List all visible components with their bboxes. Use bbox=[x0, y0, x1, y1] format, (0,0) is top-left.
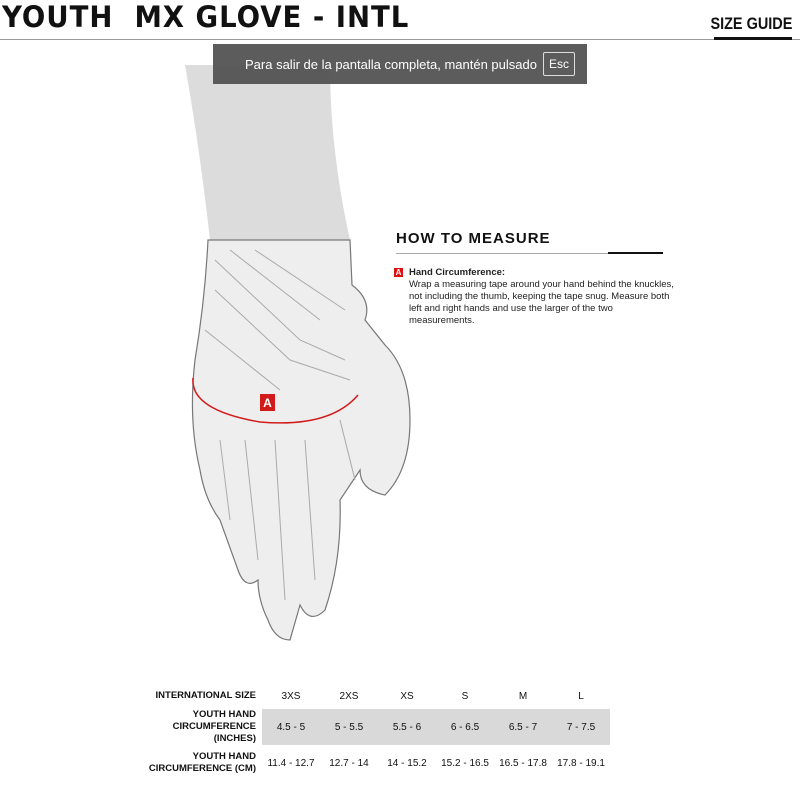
heading-divider bbox=[396, 253, 663, 254]
marker-a-label: A bbox=[263, 396, 272, 410]
cell: 11.4 - 12.7 bbox=[267, 757, 315, 769]
measure-badge: A bbox=[394, 268, 403, 277]
row-label: YOUTH HAND CIRCUMFERENCE (CM) bbox=[148, 751, 256, 774]
marker-a-box bbox=[260, 394, 275, 411]
glove-stripes bbox=[204, 249, 356, 601]
cell: 7 - 7.5 bbox=[552, 709, 610, 745]
measure-tape bbox=[192, 377, 359, 424]
size-guide-tab[interactable]: SIZE GUIDE bbox=[710, 14, 792, 33]
header-divider bbox=[0, 39, 800, 40]
arm bbox=[185, 65, 350, 240]
table-row: INTERNATIONAL SIZE 3XS 2XS XS S M L bbox=[130, 683, 610, 709]
cell: M bbox=[518, 690, 528, 702]
page-title: YOUTH MX GLOVE - INTL bbox=[2, 0, 410, 34]
how-to-measure-heading: HOW TO MEASURE bbox=[396, 230, 551, 247]
toast-text: Para salir de la pantalla completa, mant… bbox=[245, 56, 537, 72]
glove bbox=[191, 239, 411, 641]
esc-key: Esc bbox=[542, 52, 575, 76]
table-row: YOUTH HAND CIRCUMFERENCE (CM) 11.4 - 12.… bbox=[130, 745, 610, 781]
size-table: INTERNATIONAL SIZE 3XS 2XS XS S M L YOUT… bbox=[130, 683, 610, 781]
cell: 6 - 6.5 bbox=[436, 709, 494, 745]
row-label: INTERNATIONAL SIZE bbox=[155, 690, 256, 701]
cell: 6.5 - 7 bbox=[494, 709, 552, 745]
cell: 3XS bbox=[281, 690, 301, 702]
cell: 16.5 - 17.8 bbox=[499, 757, 547, 769]
cell: 12.7 - 14 bbox=[329, 757, 369, 769]
cell: 15.2 - 16.5 bbox=[441, 757, 489, 769]
measure-item-text: Wrap a measuring tape around your hand b… bbox=[409, 279, 674, 326]
fullscreen-toast: Para salir de la pantalla completa, mant… bbox=[213, 44, 587, 84]
cell: S bbox=[461, 690, 469, 702]
measure-description: Hand Circumference: Wrap a measuring tap… bbox=[409, 267, 679, 327]
size-guide-underline bbox=[714, 37, 792, 40]
row-label: YOUTH HAND CIRCUMFERENCE (INCHES) bbox=[172, 709, 256, 744]
cell: 5 - 5.5 bbox=[320, 709, 378, 745]
table-row: YOUTH HAND CIRCUMFERENCE (INCHES) 4.5 - … bbox=[130, 709, 610, 745]
heading-accent bbox=[608, 252, 663, 254]
cell: 14 - 15.2 bbox=[387, 757, 427, 769]
cell: 4.5 - 5 bbox=[262, 709, 320, 745]
cell: 2XS bbox=[339, 690, 359, 702]
measure-item-title: Hand Circumference: bbox=[409, 267, 506, 278]
cell: XS bbox=[400, 690, 414, 702]
cell: L bbox=[578, 690, 584, 702]
cell: 5.5 - 6 bbox=[378, 709, 436, 745]
cell: 17.8 - 19.1 bbox=[557, 757, 605, 769]
